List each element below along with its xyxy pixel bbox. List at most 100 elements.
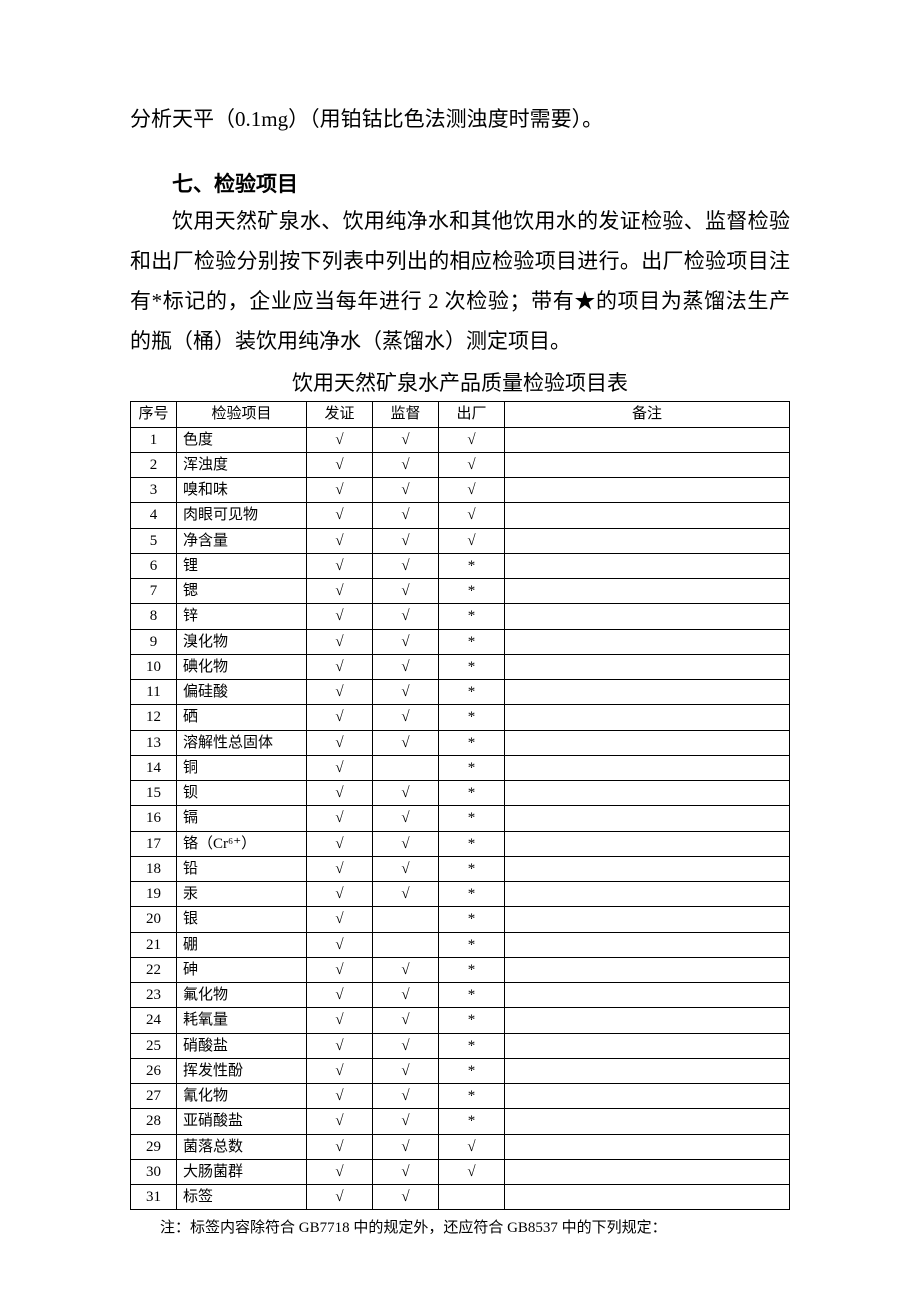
cell-cc: * [439, 705, 505, 730]
cell-jd: √ [373, 831, 439, 856]
cell-jd [373, 755, 439, 780]
cell-index: 7 [131, 579, 177, 604]
cell-cc: √ [439, 1134, 505, 1159]
cell-cc: * [439, 604, 505, 629]
cell-note [505, 503, 790, 528]
table-row: 11偏硅酸√√* [131, 680, 790, 705]
cell-index: 13 [131, 730, 177, 755]
cell-cc: * [439, 1008, 505, 1033]
cell-jd: √ [373, 579, 439, 604]
cell-item: 浑浊度 [177, 452, 307, 477]
cell-jd: √ [373, 478, 439, 503]
cell-index: 1 [131, 427, 177, 452]
inspection-table: 序号 检验项目 发证 监督 出厂 备注 1色度√√√2浑浊度√√√3嗅和味√√√… [130, 401, 790, 1210]
cell-item: 嗅和味 [177, 478, 307, 503]
cell-cc: * [439, 1109, 505, 1134]
cell-fz: √ [307, 1134, 373, 1159]
table-caption: 饮用天然矿泉水产品质量检验项目表 [130, 367, 790, 397]
cell-index: 17 [131, 831, 177, 856]
cell-note [505, 882, 790, 907]
cell-jd [373, 907, 439, 932]
cell-note [505, 856, 790, 881]
table-row: 7锶√√* [131, 579, 790, 604]
cell-cc [439, 1185, 505, 1210]
cell-item: 镉 [177, 806, 307, 831]
cell-index: 18 [131, 856, 177, 881]
table-row: 26挥发性酚√√* [131, 1058, 790, 1083]
cell-item: 砷 [177, 957, 307, 982]
cell-note [505, 452, 790, 477]
table-row: 2浑浊度√√√ [131, 452, 790, 477]
cell-fz: √ [307, 730, 373, 755]
cell-index: 8 [131, 604, 177, 629]
table-row: 23氟化物√√* [131, 983, 790, 1008]
cell-item: 汞 [177, 882, 307, 907]
cell-fz: √ [307, 1109, 373, 1134]
cell-index: 6 [131, 553, 177, 578]
cell-fz: √ [307, 831, 373, 856]
cell-item: 铬（Cr⁶⁺） [177, 831, 307, 856]
cell-jd: √ [373, 1185, 439, 1210]
cell-note [505, 932, 790, 957]
cell-cc: √ [439, 503, 505, 528]
cell-note [505, 755, 790, 780]
cell-item: 标签 [177, 1185, 307, 1210]
table-row: 25硝酸盐√√* [131, 1033, 790, 1058]
cell-fz: √ [307, 705, 373, 730]
cell-note [505, 1058, 790, 1083]
cell-jd: √ [373, 730, 439, 755]
table-row: 6锂√√* [131, 553, 790, 578]
cell-item: 铜 [177, 755, 307, 780]
cell-jd: √ [373, 1058, 439, 1083]
cell-cc: * [439, 831, 505, 856]
cell-fz: √ [307, 579, 373, 604]
col-header-item: 检验项目 [177, 402, 307, 427]
cell-jd: √ [373, 1084, 439, 1109]
table-row: 29菌落总数√√√ [131, 1134, 790, 1159]
cell-jd: √ [373, 1033, 439, 1058]
cell-jd: √ [373, 629, 439, 654]
cell-index: 20 [131, 907, 177, 932]
cell-fz: √ [307, 856, 373, 881]
cell-jd: √ [373, 781, 439, 806]
cell-cc: * [439, 629, 505, 654]
cell-cc: √ [439, 452, 505, 477]
cell-note [505, 1033, 790, 1058]
cell-fz: √ [307, 553, 373, 578]
cell-cc: * [439, 957, 505, 982]
cell-note [505, 1185, 790, 1210]
cell-jd: √ [373, 452, 439, 477]
cell-jd: √ [373, 503, 439, 528]
cell-note [505, 705, 790, 730]
cell-jd: √ [373, 427, 439, 452]
cell-item: 锌 [177, 604, 307, 629]
cell-item: 硝酸盐 [177, 1033, 307, 1058]
cell-note [505, 1008, 790, 1033]
table-row: 15钡√√* [131, 781, 790, 806]
cell-cc: * [439, 781, 505, 806]
cell-note [505, 654, 790, 679]
cell-item: 溴化物 [177, 629, 307, 654]
cell-cc: * [439, 806, 505, 831]
cell-fz: √ [307, 427, 373, 452]
cell-fz: √ [307, 528, 373, 553]
cell-index: 5 [131, 528, 177, 553]
cell-jd: √ [373, 1008, 439, 1033]
table-row: 8锌√√* [131, 604, 790, 629]
table-row: 21硼√* [131, 932, 790, 957]
cell-note [505, 1109, 790, 1134]
cell-cc: * [439, 1033, 505, 1058]
cell-jd [373, 932, 439, 957]
table-row: 9溴化物√√* [131, 629, 790, 654]
table-row: 12硒√√* [131, 705, 790, 730]
cell-note [505, 604, 790, 629]
cell-index: 16 [131, 806, 177, 831]
cell-cc: * [439, 730, 505, 755]
table-row: 1色度√√√ [131, 427, 790, 452]
cell-item: 偏硅酸 [177, 680, 307, 705]
table-row: 17铬（Cr⁶⁺）√√* [131, 831, 790, 856]
cell-item: 碘化物 [177, 654, 307, 679]
cell-jd: √ [373, 604, 439, 629]
cell-note [505, 528, 790, 553]
cell-note [505, 478, 790, 503]
